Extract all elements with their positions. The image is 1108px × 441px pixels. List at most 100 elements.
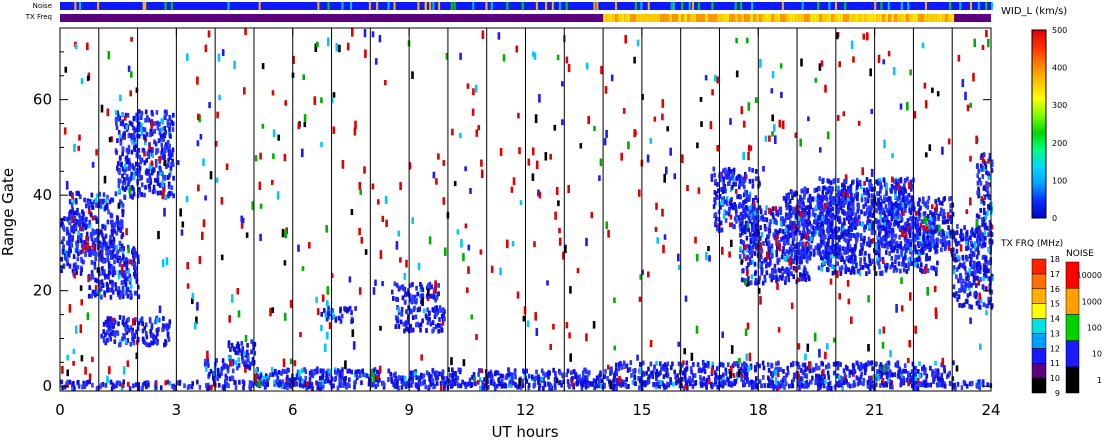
echo-cell [903, 178, 907, 184]
noise-strip-tick [97, 2, 100, 10]
echo-cell [99, 384, 102, 390]
echo-cell [130, 136, 133, 142]
echo-cell [926, 382, 930, 388]
echo-cell [109, 294, 113, 300]
txfreq-strip-cell [606, 14, 610, 22]
echo-cell [367, 381, 371, 387]
echo-cell [956, 381, 960, 387]
echo-cell [360, 380, 363, 386]
echo-cell [129, 292, 133, 297]
echo-cell [128, 386, 132, 391]
echo-cell [776, 367, 780, 373]
echo-cell [960, 385, 964, 390]
echo-cell [604, 368, 607, 374]
echo-cell [716, 195, 719, 200]
echo-cell [912, 365, 916, 371]
echo-cell [156, 174, 160, 180]
echo-cell [519, 380, 523, 386]
echo-cell [639, 362, 642, 367]
echo-cell [887, 233, 891, 238]
echo-cell [752, 380, 756, 386]
echo-cell [116, 138, 119, 143]
echo-cell [493, 381, 496, 387]
echo-cell [718, 194, 722, 199]
echo-cell [691, 377, 694, 383]
echo-cell [609, 367, 612, 373]
echo-cell [433, 383, 437, 389]
echo-cell [805, 254, 808, 259]
echo-cell [101, 199, 104, 205]
echo-cell [80, 219, 83, 224]
echo-cell [68, 379, 72, 385]
echo-cell [902, 380, 905, 386]
echo-cell [866, 189, 870, 195]
echo-cell [903, 237, 907, 243]
echo-cell [344, 375, 347, 381]
echo-cell [680, 383, 683, 389]
echo-cell [652, 369, 655, 375]
echo-cell [727, 211, 731, 217]
echo-cell [118, 294, 122, 300]
echo-cell [739, 175, 743, 181]
echo-cell [751, 206, 755, 211]
echo-cell [115, 380, 119, 386]
echo-cell [789, 220, 792, 225]
echo-cell [156, 171, 160, 176]
echo-cell [803, 186, 807, 192]
echo-cell [104, 233, 108, 239]
echo-cell [152, 167, 156, 173]
echo-cell [71, 268, 75, 274]
echo-cell [137, 112, 140, 118]
echo-cell [907, 257, 911, 262]
echo-cell [75, 270, 78, 275]
echo-cell [771, 380, 775, 386]
echo-cell [318, 375, 322, 381]
echo-cell [938, 381, 941, 387]
echo-cell [289, 383, 292, 388]
echo-cell [108, 320, 112, 326]
echo-cell [720, 171, 723, 177]
echo-cell [392, 296, 395, 301]
echo-cell [978, 385, 981, 391]
echo-cell [436, 375, 440, 381]
echo-cell [902, 227, 906, 232]
echo-cell [752, 200, 756, 206]
echo-cell [262, 375, 265, 381]
echo-cell [440, 325, 443, 331]
echo-cell [760, 261, 764, 266]
echo-cell [914, 247, 917, 252]
echo-cell [930, 238, 933, 243]
echo-cell [426, 320, 430, 325]
echo-cell [535, 369, 538, 375]
echo-cell [775, 278, 778, 284]
echo-cell [902, 192, 905, 198]
echo-cell [84, 225, 87, 231]
echo-cell [629, 360, 633, 365]
echo-cell [166, 379, 170, 385]
echo-cell [842, 376, 845, 382]
echo-cell [784, 280, 787, 285]
echo-cell [348, 383, 351, 389]
echo-cell [745, 363, 748, 369]
echo-cell [154, 319, 157, 325]
echo-cell [783, 251, 787, 256]
echo-cell [943, 383, 947, 389]
echo-cell [762, 365, 766, 371]
echo-cell [250, 349, 253, 355]
echo-cell [883, 213, 887, 219]
echo-cell [790, 271, 793, 276]
echo-cell [137, 259, 140, 264]
echo-cell [119, 342, 122, 347]
txfreq-strip-cell [732, 14, 736, 22]
echo-cell [329, 380, 332, 385]
echo-cell [167, 151, 171, 157]
echo-cell [841, 386, 844, 391]
echo-cell [716, 366, 719, 371]
echo-cell [119, 246, 122, 252]
echo-cell [121, 151, 124, 157]
echo-cell [77, 230, 80, 236]
echo-cell [286, 374, 289, 380]
txfreq-strip-cell [924, 14, 928, 22]
echo-cell [60, 268, 63, 273]
echo-cell [798, 201, 802, 207]
